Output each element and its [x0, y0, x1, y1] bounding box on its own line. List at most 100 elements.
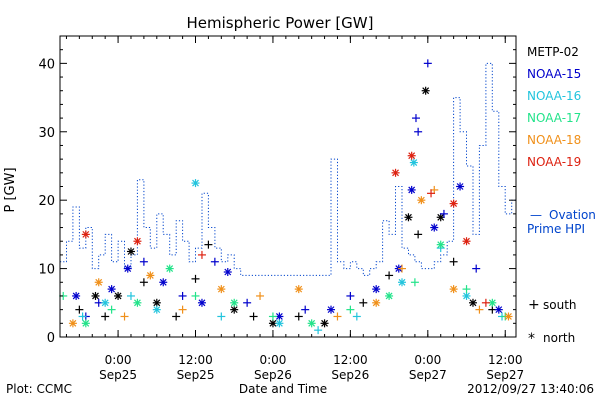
y-tick-label: 40 [38, 57, 55, 72]
noaa-15-point [123, 264, 132, 273]
x-tick-label-time: 0:00 [259, 353, 286, 367]
chart-title: Hemispheric Power [GW] [187, 14, 374, 32]
x-tick-label-date: Sep26 [254, 368, 292, 382]
noaa-17-point [410, 278, 419, 287]
noaa-15-point [472, 264, 481, 273]
noaa-19-point [427, 189, 436, 198]
metp-02-point [114, 291, 123, 300]
noaa-17-point [81, 319, 90, 328]
noaa-15-point [372, 285, 381, 294]
ovation-legend-dash: — [530, 208, 542, 222]
metp-02-point [436, 213, 445, 222]
metp-02-point [75, 305, 84, 314]
noaa-16-point [191, 179, 200, 188]
noaa-18-point [94, 278, 103, 287]
noaa-18-point [217, 285, 226, 294]
ovation-hpi-line [60, 62, 517, 276]
legend-entry-noaa-19: NOAA-19 [527, 155, 581, 169]
north-label: north [543, 331, 575, 345]
axes-layer: 0102030400:00Sep2512:00Sep250:00Sep2612:… [38, 35, 524, 382]
noaa-19-point [449, 199, 458, 208]
noaa-15-point [72, 291, 81, 300]
noaa-18-point [398, 264, 406, 273]
noaa-17-point [165, 264, 174, 273]
y-tick-label: 20 [38, 194, 55, 209]
noaa-19-point [462, 237, 471, 246]
noaa-18-point [68, 319, 77, 328]
ovation-layer [60, 62, 517, 276]
legend-entry-metp-02: METP-02 [527, 45, 579, 59]
metp-02-point [249, 312, 258, 321]
metp-02-point [421, 86, 430, 95]
x-tick-label-date: Sep25 [99, 368, 137, 382]
metp-02-point [191, 274, 200, 283]
noaa-15-point [494, 305, 503, 314]
noaa-19-point [81, 230, 90, 239]
noaa-15-point [456, 182, 465, 191]
ovation-legend-label-1: Ovation [549, 208, 596, 222]
noaa-15-point [423, 59, 432, 68]
noaa-16-point [314, 326, 323, 335]
noaa-17-point [307, 319, 316, 328]
noaa-17-point [436, 240, 445, 249]
metp-02-point [320, 319, 329, 328]
noaa-15-point [327, 305, 336, 314]
noaa-16-point [78, 312, 87, 321]
noaa-15-point [439, 209, 448, 218]
noaa-19-point [481, 298, 490, 307]
y-tick-label: 0 [47, 331, 55, 346]
metp-02-point [152, 298, 161, 307]
metp-02-point [172, 312, 181, 321]
y-tick-label: 10 [38, 263, 55, 278]
noaa-15-point [223, 268, 232, 277]
noaa-16-point [398, 278, 406, 287]
noaa-18-point [333, 312, 342, 321]
legend-entry-noaa-18: NOAA-18 [527, 133, 581, 147]
noaa-18-point [475, 305, 484, 314]
noaa-15-point [430, 223, 439, 232]
metp-02-point [359, 298, 368, 307]
noaa-18-point [449, 285, 458, 294]
noaa-15-point [346, 291, 355, 300]
noaa-17-point [230, 298, 239, 307]
noaa-16-point [275, 319, 284, 328]
x-tick-label-date: Sep25 [177, 368, 215, 382]
metp-02-point [230, 305, 239, 314]
x-tick-label-time: 12:00 [333, 353, 368, 367]
ovation-legend-label-2: Prime HPI [527, 222, 585, 236]
noaa-18-point [120, 312, 129, 321]
noaa-19-point [391, 168, 400, 177]
x-tick-label-time: 0:00 [105, 353, 132, 367]
noaa-19-point [133, 237, 142, 246]
metp-02-point [404, 213, 413, 222]
x-tick-label-time: 0:00 [414, 353, 441, 367]
points-layer [59, 59, 513, 335]
plot-timestamp: 2012/09/27 13:40:06 [467, 382, 594, 396]
legend-entry-noaa-15: NOAA-15 [527, 67, 581, 81]
noaa-17-point [191, 291, 200, 300]
noaa-17-point [346, 305, 355, 314]
metp-02-point [449, 257, 458, 266]
plot-credit: Plot: CCMC [6, 382, 72, 396]
noaa-15-point [139, 257, 148, 266]
noaa-15-point [107, 285, 116, 294]
noaa-17-point [107, 305, 116, 314]
metp-02-point [91, 291, 100, 300]
x-tick-label-date: Sep27 [486, 368, 524, 382]
noaa-16-point [152, 305, 161, 314]
noaa-18-point [178, 305, 187, 314]
legend: METP-02 NOAA-15 NOAA-16 NOAA-17 NOAA-18 NOAA-… [527, 45, 581, 169]
noaa-18-point [146, 271, 155, 280]
noaa-17-point [385, 291, 394, 300]
noaa-15-point [210, 257, 219, 266]
legend-entry-noaa-17: NOAA-17 [527, 111, 581, 125]
metp-02-point [204, 240, 213, 249]
noaa-19-point [197, 250, 206, 259]
x-tick-label-date: Sep26 [331, 368, 369, 382]
y-tick-label: 30 [38, 126, 55, 141]
noaa-16-point [352, 312, 361, 321]
metp-02-point [126, 247, 135, 256]
metp-02-point [139, 278, 148, 287]
noaa-18-point [294, 285, 303, 294]
